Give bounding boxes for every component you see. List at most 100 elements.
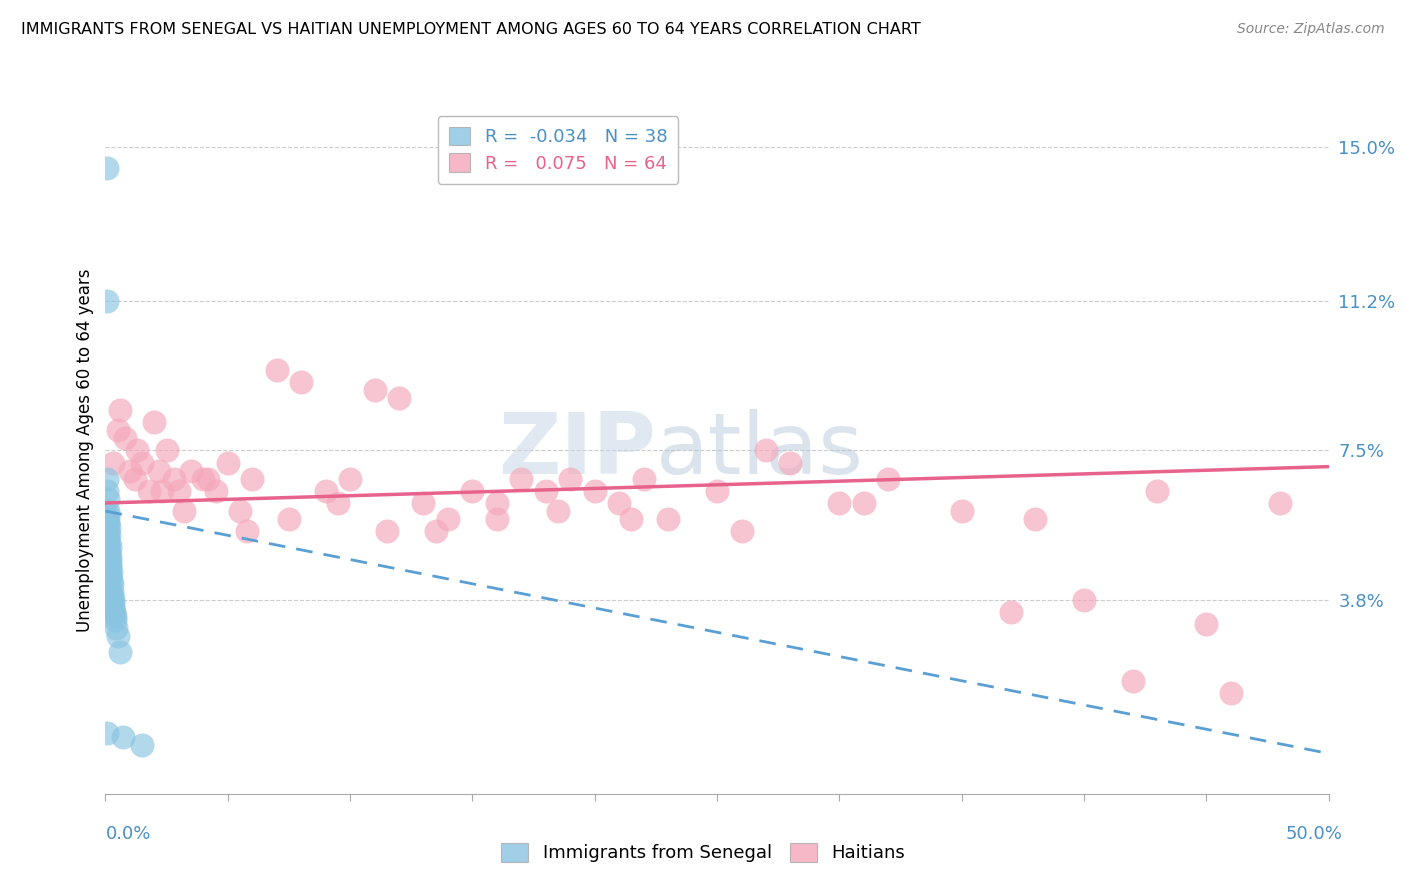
Point [1219,686,1241,700]
Text: 0.0%: 0.0% [105,825,150,843]
Point [620,512,643,526]
Point [107,629,129,643]
Point [167,483,190,498]
Legend: Immigrants from Senegal, Haitians: Immigrants from Senegal, Haitians [494,836,912,870]
Point [779,456,801,470]
Point [96,293,118,308]
Point [1122,673,1144,688]
Point [101,456,124,470]
Point [1146,483,1168,498]
Point [98,568,121,582]
Point [104,609,127,624]
Point [1268,496,1291,510]
Point [148,464,170,478]
Point [97,524,120,539]
Point [98,536,121,550]
Point [107,423,129,437]
Point [706,483,728,498]
Point [633,472,655,486]
Point [236,524,259,539]
Text: 50.0%: 50.0% [1286,825,1343,843]
Point [197,472,219,486]
Point [101,589,124,603]
Point [98,528,121,542]
Point [103,601,125,615]
Point [852,496,875,510]
Point [461,483,484,498]
Legend: R =  -0.034   N = 38, R =   0.075   N = 64: R = -0.034 N = 38, R = 0.075 N = 64 [437,116,678,184]
Point [101,597,124,611]
Text: IMMIGRANTS FROM SENEGAL VS HAITIAN UNEMPLOYMENT AMONG AGES 60 TO 64 YEARS CORREL: IMMIGRANTS FROM SENEGAL VS HAITIAN UNEMP… [21,22,921,37]
Point [560,472,582,486]
Point [97,504,120,518]
Point [100,585,122,599]
Point [173,504,195,518]
Point [240,472,263,486]
Point [607,496,630,510]
Point [97,491,120,506]
Point [375,524,398,539]
Y-axis label: Unemployment Among Ages 60 to 64 years: Unemployment Among Ages 60 to 64 years [76,268,94,632]
Point [143,415,166,429]
Point [150,483,173,498]
Point [127,443,149,458]
Point [96,483,118,498]
Point [111,731,134,745]
Point [1195,617,1218,632]
Point [100,576,122,591]
Point [1073,593,1095,607]
Text: atlas: atlas [655,409,863,492]
Point [155,443,177,458]
Point [547,504,569,518]
Point [97,533,120,547]
Point [1000,605,1022,619]
Point [1024,512,1046,526]
Point [180,464,202,478]
Point [97,512,120,526]
Point [96,161,118,175]
Point [388,391,411,405]
Point [290,375,312,389]
Point [363,383,385,397]
Point [163,472,186,486]
Point [98,520,121,534]
Point [828,496,851,510]
Point [131,456,153,470]
Point [730,524,752,539]
Point [278,512,301,526]
Point [437,512,460,526]
Point [131,739,153,753]
Point [124,472,146,486]
Point [485,496,508,510]
Point [114,431,136,445]
Point [108,403,131,417]
Point [485,512,508,526]
Point [96,726,118,740]
Point [98,549,121,563]
Point [98,541,121,555]
Point [534,483,557,498]
Point [105,621,128,635]
Point [315,483,337,498]
Point [108,645,131,659]
Point [229,504,252,518]
Text: ZIP: ZIP [498,409,655,492]
Point [100,573,122,587]
Point [583,483,606,498]
Text: Source: ZipAtlas.com: Source: ZipAtlas.com [1237,22,1385,37]
Point [425,524,447,539]
Point [266,362,288,376]
Point [755,443,778,458]
Point [193,472,215,486]
Point [96,472,118,486]
Point [98,560,121,574]
Point [877,472,900,486]
Point [412,496,434,510]
Point [510,472,533,486]
Point [118,464,141,478]
Point [103,605,125,619]
Point [657,512,679,526]
Point [326,496,349,510]
Point [138,483,160,498]
Point [101,593,124,607]
